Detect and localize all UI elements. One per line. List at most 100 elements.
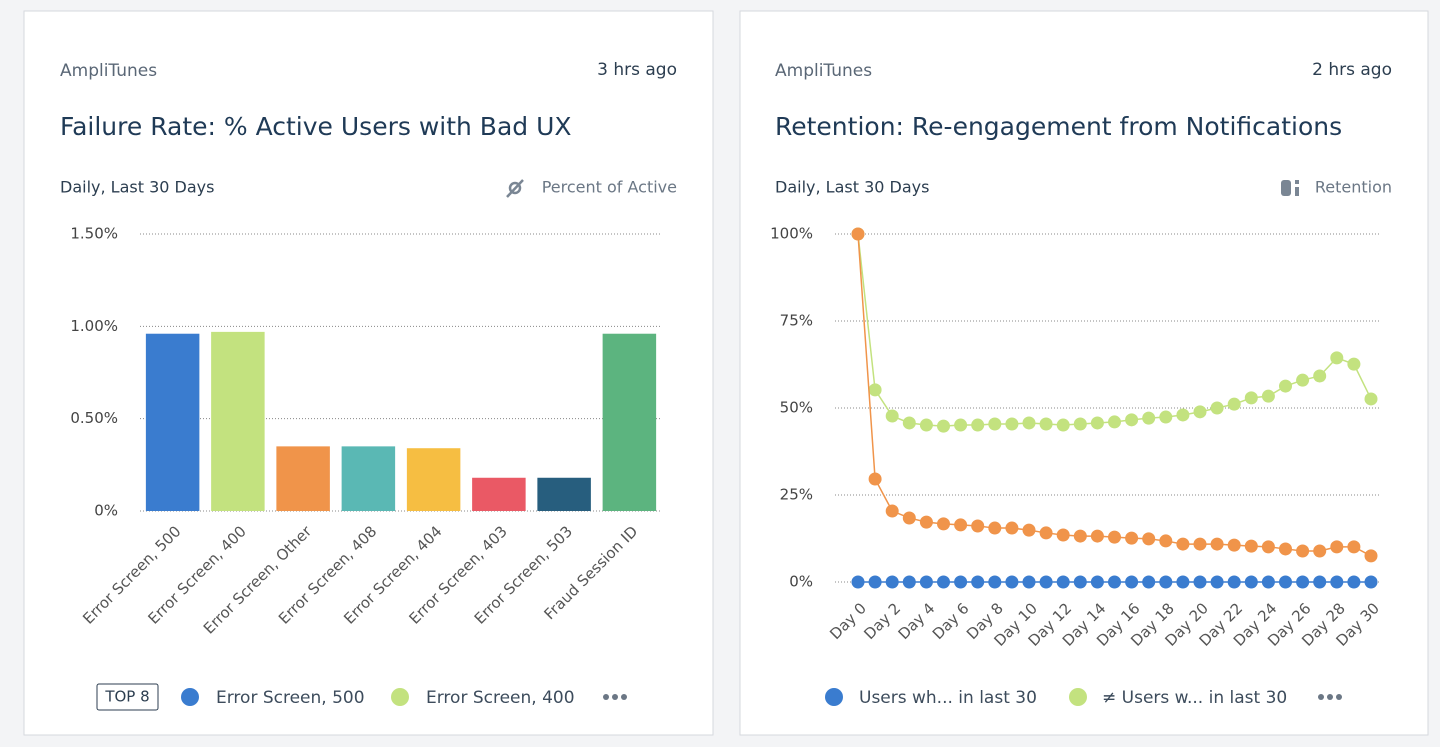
point [1039, 417, 1053, 431]
point [1347, 540, 1361, 554]
point [988, 521, 1002, 535]
point [885, 504, 899, 518]
point [885, 409, 899, 423]
more-icon[interactable] [1318, 694, 1342, 700]
point [1330, 575, 1344, 589]
point [1244, 575, 1258, 589]
point [1313, 575, 1327, 589]
point [1090, 416, 1104, 430]
point [1142, 411, 1156, 425]
point [1125, 575, 1139, 589]
card [739, 10, 1429, 736]
legend-dot [1069, 688, 1087, 706]
point [1073, 529, 1087, 543]
bar [341, 446, 396, 511]
point [919, 575, 933, 589]
point [1159, 534, 1173, 548]
point [1005, 417, 1019, 431]
retention-icon [1281, 180, 1299, 196]
point [1279, 575, 1292, 589]
point [1227, 575, 1241, 589]
point [1296, 373, 1310, 387]
point [1125, 413, 1139, 427]
timestamp: 3 hrs ago [597, 60, 677, 80]
subtitle: Daily, Last 30 Days [775, 178, 929, 197]
y-tick-label: 1.50% [70, 225, 118, 243]
bar [602, 333, 657, 511]
legend-label: Error Screen, 500 [216, 688, 365, 708]
point [1142, 532, 1156, 546]
point [1176, 537, 1190, 551]
point [1279, 542, 1292, 556]
percent-icon [506, 179, 524, 198]
point [937, 517, 950, 531]
y-tick-label: 0.50% [70, 409, 118, 427]
point [1108, 415, 1121, 429]
point [1159, 575, 1173, 589]
bar [537, 477, 591, 511]
timestamp: 2 hrs ago [1312, 60, 1392, 80]
point [971, 519, 985, 533]
point [902, 511, 916, 525]
point [1193, 537, 1207, 551]
legend-label: Error Screen, 400 [426, 688, 575, 708]
legend-label: ≠ Users w... in last 30 [1102, 688, 1287, 708]
point [1193, 575, 1207, 589]
point [1330, 351, 1344, 365]
y-tick-label: 100% [770, 225, 813, 243]
point [919, 515, 933, 529]
point [1090, 575, 1104, 589]
point [1056, 418, 1070, 432]
y-tick-label: 1.00% [70, 317, 118, 335]
point [1364, 575, 1378, 589]
point [919, 418, 933, 432]
point [1090, 529, 1104, 543]
card-title: Failure Rate: % Active Users with Bad UX [60, 112, 572, 141]
point [954, 418, 968, 432]
point [1108, 575, 1121, 589]
point [1108, 530, 1121, 544]
bar [276, 446, 330, 511]
y-tick-label: 0% [94, 502, 118, 520]
metric: Percent of Active [542, 178, 677, 197]
point [954, 518, 968, 532]
point [1073, 575, 1087, 589]
point [1261, 575, 1275, 589]
point [1313, 544, 1327, 558]
point [1364, 392, 1378, 406]
point [1039, 526, 1053, 540]
point [1296, 575, 1310, 589]
point [902, 416, 916, 430]
point [885, 575, 899, 589]
point [1347, 575, 1361, 589]
point [1056, 575, 1070, 589]
source: AmpliTunes [775, 61, 872, 81]
legend-dot [391, 688, 409, 706]
more-icon[interactable] [603, 694, 627, 700]
point [1261, 389, 1275, 403]
point [1279, 379, 1292, 393]
point [1176, 575, 1190, 589]
legend-badge: TOP 8 [104, 688, 149, 706]
point [1176, 408, 1190, 422]
point [1227, 397, 1241, 411]
point [954, 575, 968, 589]
point [1244, 539, 1258, 553]
metric: Retention [1315, 178, 1392, 197]
point [1227, 538, 1241, 552]
point [1142, 575, 1156, 589]
y-tick-label: 75% [780, 312, 813, 330]
point [868, 575, 882, 589]
point [1056, 528, 1070, 542]
point [902, 575, 916, 589]
y-tick-label: 0% [789, 573, 813, 591]
bar [211, 331, 265, 511]
source: AmpliTunes [60, 61, 157, 81]
point [1022, 575, 1036, 589]
point [851, 575, 865, 589]
point [851, 227, 865, 241]
point [1364, 549, 1378, 563]
bar [472, 477, 526, 511]
subtitle: Daily, Last 30 Days [60, 178, 214, 197]
point [1039, 575, 1053, 589]
